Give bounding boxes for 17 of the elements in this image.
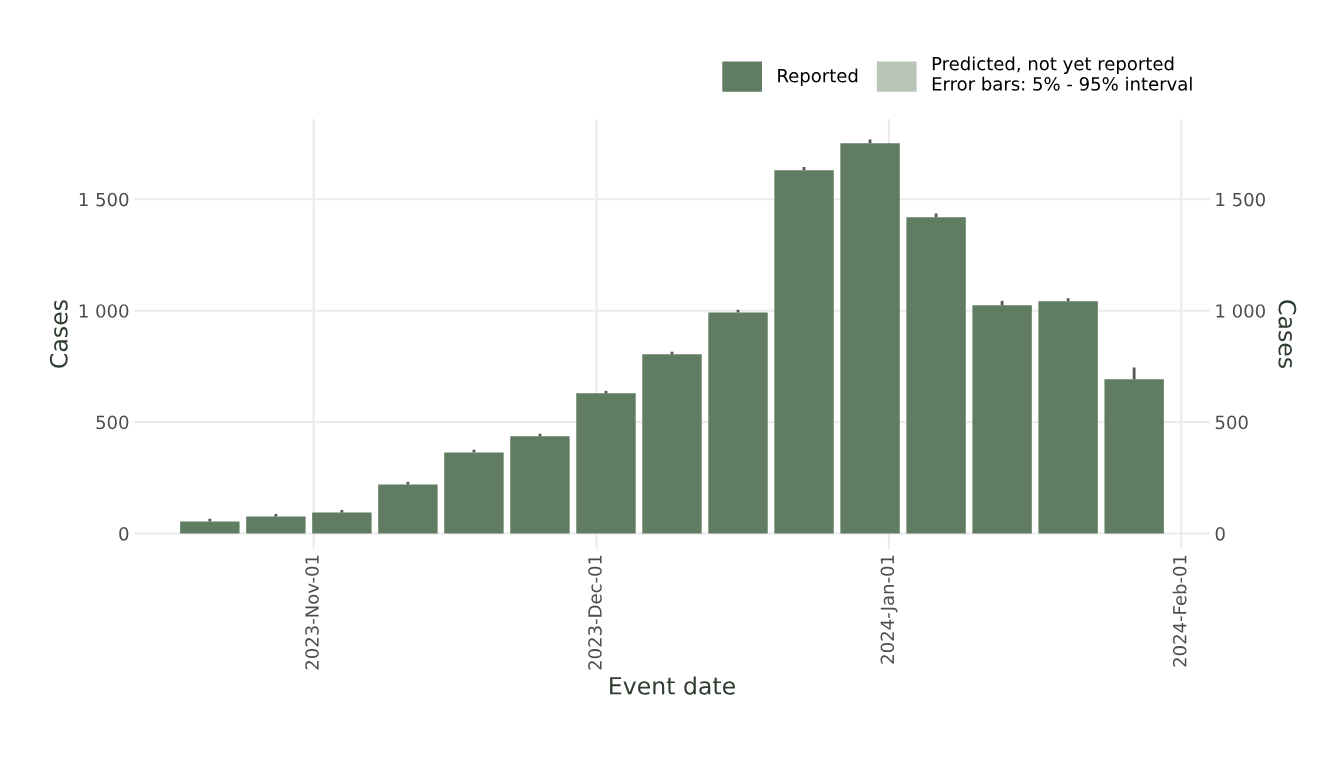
legend-label: Predicted, not yet reported Error bars: 5% - 95% interval xyxy=(932,56,1192,91)
y-axis-title: Cases xyxy=(49,300,68,368)
x-tick-label: 2023-Nov-01 xyxy=(305,555,319,670)
y-tick-label: 500 xyxy=(96,415,129,430)
x-tick-label: 2023-Dec-01 xyxy=(588,555,602,670)
x-axis-title: Event date xyxy=(610,676,735,695)
x-tick-label: 2024-Feb-01 xyxy=(1172,555,1187,667)
y2-tick-label: 0 xyxy=(1215,526,1225,541)
y-tick-label: 0 xyxy=(119,526,129,541)
y2-axis-title: Cases xyxy=(1278,300,1297,368)
y-tick-label: 1 000 xyxy=(79,304,129,318)
y2-tick-label: 1 000 xyxy=(1216,304,1265,318)
legend-label: Reported xyxy=(778,68,858,86)
y2-tick-label: 1 500 xyxy=(1216,192,1265,207)
y-tick-label: 1 500 xyxy=(79,192,129,207)
y2-tick-label: 500 xyxy=(1215,415,1248,430)
x-tick-label: 2024-Jan-01 xyxy=(880,555,898,664)
